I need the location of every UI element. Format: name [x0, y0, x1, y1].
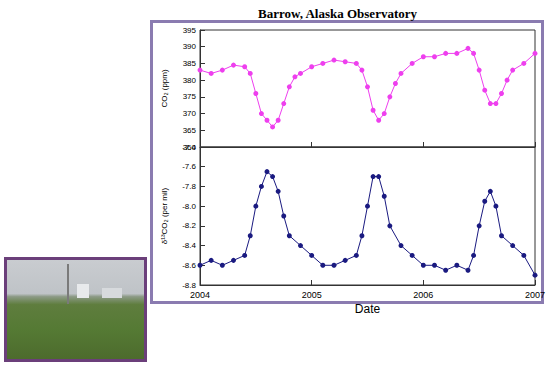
- svg-text:-8.4: -8.4: [182, 241, 196, 250]
- svg-text:370: 370: [183, 109, 197, 118]
- svg-text:δ¹³CO₂ (per mil): δ¹³CO₂ (per mil): [160, 187, 169, 244]
- svg-text:380: 380: [183, 76, 197, 85]
- svg-text:360: 360: [183, 143, 197, 152]
- svg-text:-8.8: -8.8: [182, 281, 196, 290]
- svg-text:395: 395: [183, 26, 197, 35]
- svg-text:-7.6: -7.6: [182, 162, 196, 171]
- svg-text:2006: 2006: [413, 290, 433, 300]
- svg-text:-8.6: -8.6: [182, 261, 196, 270]
- svg-text:-7.4: -7.4: [182, 143, 196, 152]
- svg-text:CO₂ (ppm): CO₂ (ppm): [160, 69, 169, 108]
- svg-text:385: 385: [183, 59, 197, 68]
- svg-text:-8.0: -8.0: [182, 202, 196, 211]
- svg-text:2005: 2005: [302, 290, 322, 300]
- svg-text:2007: 2007: [525, 290, 545, 300]
- svg-text:Barrow, Alaska Observatory: Barrow, Alaska Observatory: [258, 6, 418, 21]
- svg-text:390: 390: [183, 42, 197, 51]
- svg-text:365: 365: [183, 126, 197, 135]
- svg-text:-8.2: -8.2: [182, 221, 196, 230]
- svg-text:2004: 2004: [190, 290, 210, 300]
- svg-text:Date: Date: [355, 302, 381, 316]
- svg-text:375: 375: [183, 92, 197, 101]
- svg-text:-7.8: -7.8: [182, 182, 196, 191]
